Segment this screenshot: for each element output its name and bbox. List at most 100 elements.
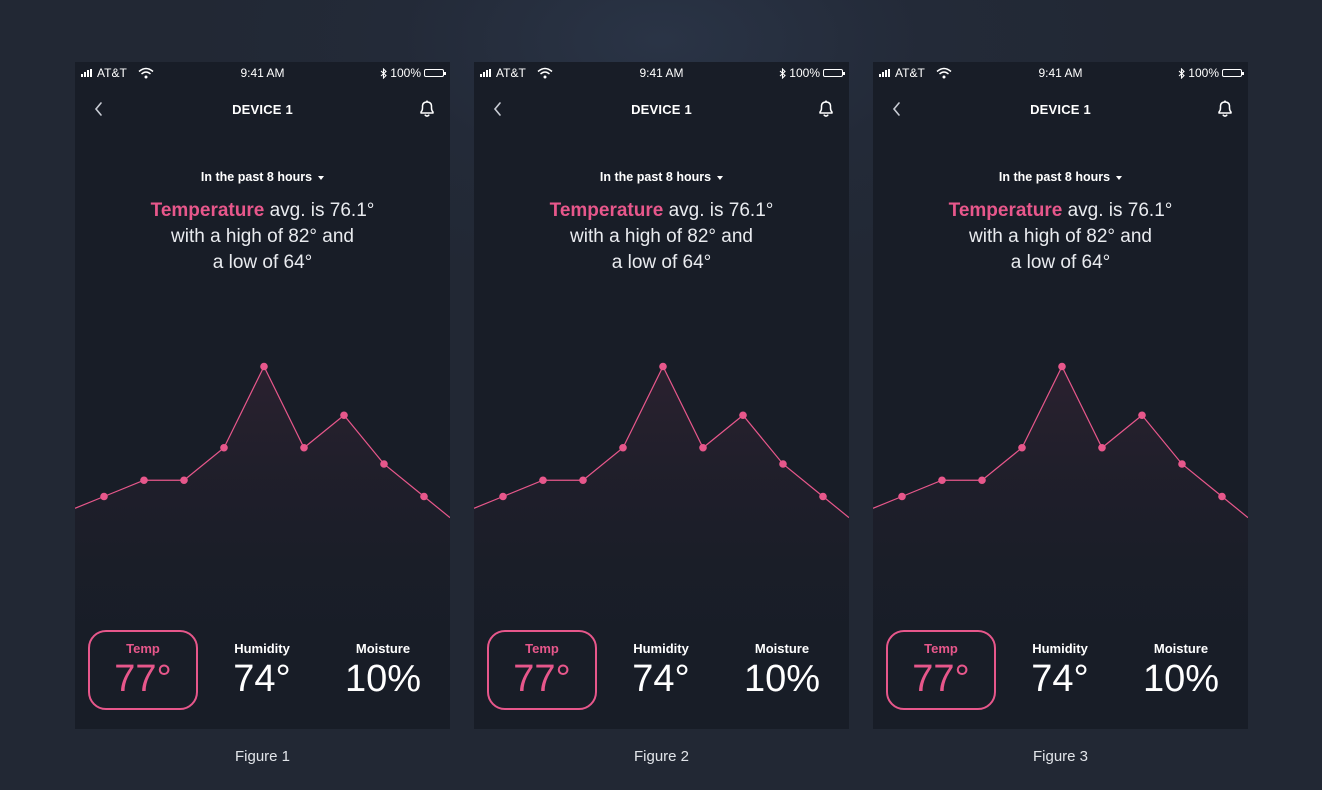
status-bar: AT&T 9:41 AM 100%: [75, 62, 450, 84]
metric-value: 74°: [233, 658, 291, 700]
time-range-label: In the past 8 hours: [599, 170, 712, 184]
phone-screen: AT&T 9:41 AM 100% DEVICE 1: [474, 62, 849, 729]
status-time: 9:41 AM: [639, 66, 684, 80]
metric-value: 77°: [513, 658, 571, 700]
chart-area: [474, 366, 849, 622]
signal-bars-icon: [81, 69, 92, 77]
wifi-icon: [936, 67, 952, 79]
caret-down-icon: [717, 175, 724, 180]
caret-down-icon: [1116, 175, 1123, 180]
metric-tabs: Temp 77° Humidity 74° Moisture 10%: [474, 630, 849, 712]
chart-point: [739, 411, 747, 420]
battery-percent: 100%: [390, 66, 421, 80]
chevron-left-icon[interactable]: [887, 98, 909, 120]
metric-tabs: Temp 77° Humidity 74° Moisture 10%: [873, 630, 1248, 712]
time-range-label: In the past 8 hours: [998, 170, 1111, 184]
bell-icon[interactable]: [1214, 98, 1236, 120]
metric-value: 74°: [1031, 658, 1089, 700]
chart-point: [1178, 460, 1186, 468]
chart-point: [819, 492, 827, 501]
summary-line3: a low of 64°: [1010, 252, 1111, 273]
nav-bar: DEVICE 1: [75, 92, 450, 126]
metric-tab-humidity[interactable]: Humidity 74°: [606, 630, 716, 710]
metric-tab-moisture[interactable]: Moisture 10%: [1126, 630, 1236, 710]
wifi-icon: [138, 67, 154, 79]
bluetooth-icon: [1178, 67, 1186, 79]
summary-highlight: Temperature: [549, 200, 664, 221]
chart-point: [659, 362, 667, 371]
metric-value: 77°: [114, 658, 172, 700]
chart-point: [340, 411, 348, 420]
chart-point: [1098, 443, 1106, 452]
chart-point: [619, 443, 627, 452]
time-range-dropdown[interactable]: In the past 8 hours: [75, 170, 450, 184]
metric-label: Moisture: [1153, 641, 1209, 656]
temperature-chart: [474, 362, 849, 622]
metric-tab-temp[interactable]: Temp 77°: [886, 630, 996, 710]
bell-icon[interactable]: [416, 98, 438, 120]
chevron-left-icon[interactable]: [89, 98, 111, 120]
temperature-chart: [75, 362, 450, 622]
bluetooth-icon: [779, 67, 787, 79]
chart-point: [1138, 411, 1146, 420]
metric-tab-humidity[interactable]: Humidity 74°: [207, 630, 317, 710]
figure-caption: Figure 1: [234, 748, 291, 765]
signal-bars-icon: [480, 69, 491, 77]
time-range-label: In the past 8 hours: [200, 170, 313, 184]
chart-point: [100, 492, 108, 501]
page-title: DEVICE 1: [232, 102, 293, 117]
metric-tab-moisture[interactable]: Moisture 10%: [328, 630, 438, 710]
chart-point: [1018, 443, 1026, 452]
chart-point: [220, 443, 228, 452]
summary-line1: avg. is 76.1°: [1062, 200, 1173, 221]
metric-label: Humidity: [1032, 641, 1088, 656]
summary-line2: with a high of 82° and: [969, 226, 1152, 247]
metric-tabs: Temp 77° Humidity 74° Moisture 10%: [75, 630, 450, 712]
metric-label: Humidity: [234, 641, 290, 656]
metric-label: Humidity: [633, 641, 689, 656]
battery-icon: [823, 69, 845, 77]
chart-point: [978, 476, 986, 485]
nav-bar: DEVICE 1: [873, 92, 1248, 126]
bell-icon[interactable]: [815, 98, 837, 120]
signal-bars-icon: [879, 69, 890, 77]
metric-tab-humidity[interactable]: Humidity 74°: [1005, 630, 1115, 710]
summary-line1: avg. is 76.1°: [663, 200, 774, 221]
metric-tab-moisture[interactable]: Moisture 10%: [727, 630, 837, 710]
metric-label: Temp: [525, 641, 559, 656]
chart-point: [300, 443, 308, 452]
time-range-dropdown[interactable]: In the past 8 hours: [873, 170, 1248, 184]
carrier-label: AT&T: [895, 66, 925, 80]
metric-label: Temp: [126, 641, 160, 656]
metric-tab-temp[interactable]: Temp 77°: [88, 630, 198, 710]
status-time: 9:41 AM: [1038, 66, 1083, 80]
figure-caption: Figure 3: [1032, 748, 1089, 765]
metric-tab-temp[interactable]: Temp 77°: [487, 630, 597, 710]
chevron-left-icon[interactable]: [488, 98, 510, 120]
status-bar: AT&T 9:41 AM 100%: [873, 62, 1248, 84]
temperature-chart: [873, 362, 1248, 622]
metric-label: Temp: [924, 641, 958, 656]
time-range-dropdown[interactable]: In the past 8 hours: [474, 170, 849, 184]
metric-label: Moisture: [355, 641, 411, 656]
caret-down-icon: [318, 175, 325, 180]
figure-caption: Figure 2: [633, 748, 690, 765]
metric-value: 10%: [1142, 658, 1220, 700]
chart-point: [380, 460, 388, 468]
chart-point: [699, 443, 707, 452]
chart-point: [140, 476, 148, 485]
chart-point: [499, 492, 507, 501]
battery-icon: [424, 69, 446, 77]
nav-bar: DEVICE 1: [474, 92, 849, 126]
wifi-icon: [537, 67, 553, 79]
battery-percent: 100%: [789, 66, 820, 80]
metric-label: Moisture: [754, 641, 810, 656]
summary-line2: with a high of 82° and: [171, 226, 354, 247]
page-title: DEVICE 1: [631, 102, 692, 117]
summary-text: Temperature avg. is 76.1° with a high of…: [474, 198, 849, 276]
summary-text: Temperature avg. is 76.1° with a high of…: [873, 198, 1248, 276]
status-bar: AT&T 9:41 AM 100%: [474, 62, 849, 84]
chart-point: [779, 460, 787, 468]
chart-area: [873, 366, 1248, 622]
summary-highlight: Temperature: [948, 200, 1063, 221]
